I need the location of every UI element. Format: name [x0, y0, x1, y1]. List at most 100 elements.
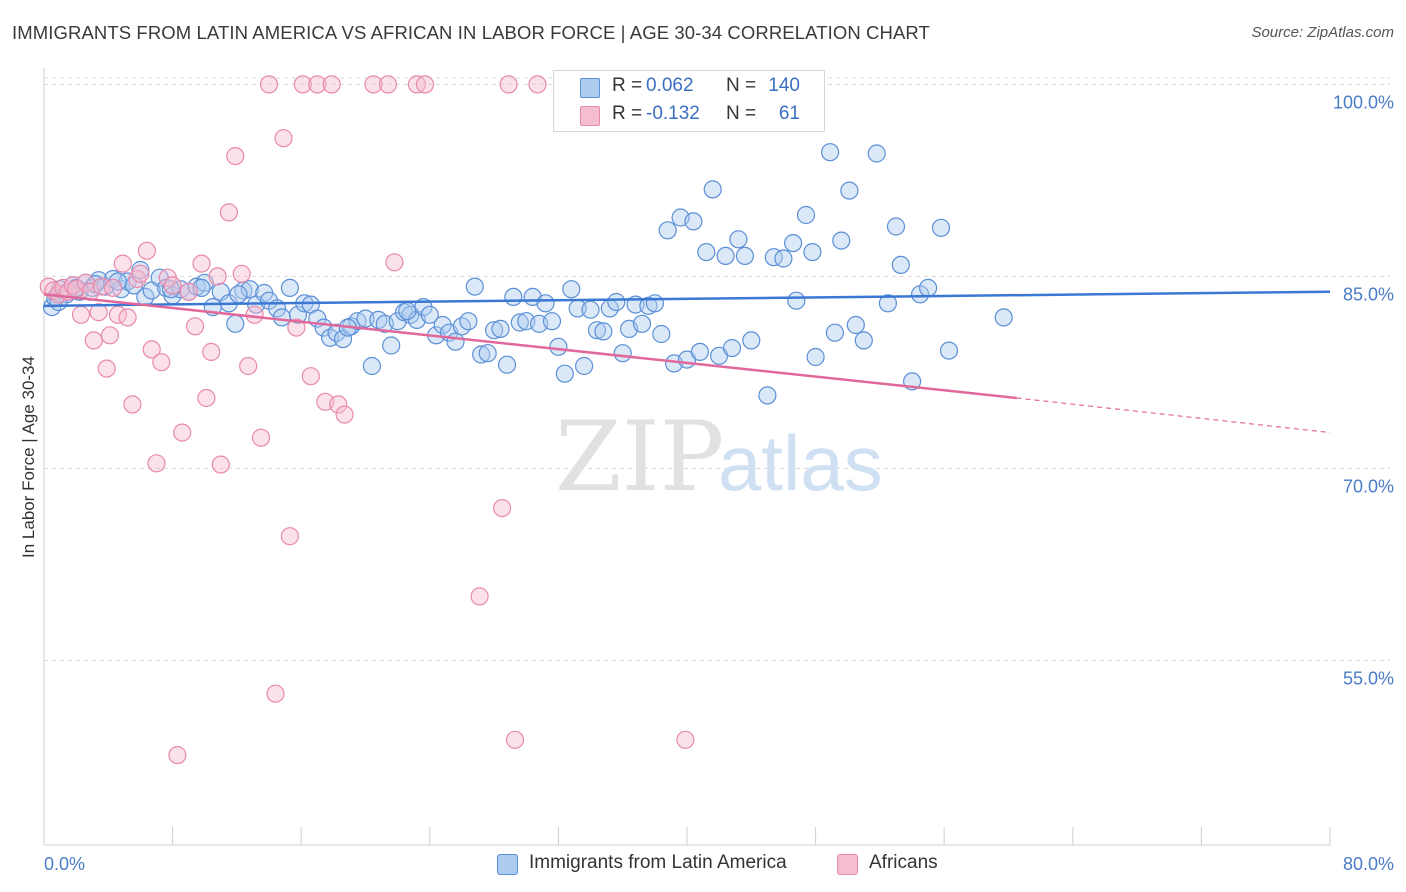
point-latin-america: [787, 291, 806, 310]
point-africans: [470, 587, 489, 606]
point-africans: [308, 75, 327, 94]
point-africans: [493, 499, 512, 518]
point-latin-america: [840, 181, 859, 200]
legend-row-latin-america: R = 0.062 N = 140: [554, 73, 824, 101]
point-latin-america: [478, 344, 497, 363]
point-africans: [322, 75, 341, 94]
point-africans: [118, 308, 137, 327]
bottom-legend-swatch-blue: [497, 854, 518, 875]
point-latin-america: [356, 309, 375, 328]
x-tick-label: 80.0%: [1343, 854, 1394, 874]
point-latin-america: [891, 255, 910, 274]
point-africans: [415, 75, 435, 94]
point-africans: [202, 342, 221, 361]
legend-row-africans: R = -0.132 N = 61: [554, 101, 824, 129]
point-latin-america: [632, 314, 652, 333]
point-latin-america: [607, 292, 626, 312]
point-africans: [179, 282, 198, 301]
point-latin-america: [594, 322, 613, 341]
point-africans: [142, 340, 161, 359]
point-latin-america: [280, 278, 299, 297]
point-africans: [280, 527, 299, 546]
point-latin-america: [758, 386, 777, 405]
point-latin-america: [465, 277, 484, 296]
point-latin-america: [716, 246, 735, 265]
axes-layer: [43, 68, 1331, 846]
point-africans: [186, 317, 205, 336]
trend-line-africans: [43, 293, 1017, 400]
point-africans: [226, 147, 245, 166]
point-africans: [168, 745, 187, 765]
x-tick-label: 0.0%: [44, 854, 85, 874]
point-africans: [211, 455, 230, 474]
legend-swatch-pink: [580, 106, 600, 126]
point-africans: [499, 75, 518, 94]
point-africans: [131, 264, 150, 283]
point-africans: [287, 318, 306, 337]
point-latin-america: [764, 248, 783, 267]
point-latin-america: [536, 294, 555, 313]
bottom-legend-label: Africans: [869, 852, 938, 873]
point-africans: [301, 367, 320, 386]
point-africans: [266, 684, 285, 703]
point-latin-america: [398, 301, 417, 321]
point-latin-america: [574, 356, 594, 376]
point-africans: [152, 353, 171, 372]
legend-n-label: N =: [726, 75, 762, 96]
point-latin-america: [362, 356, 381, 376]
point-latin-america: [690, 342, 710, 361]
point-latin-america: [497, 355, 517, 374]
point-africans: [232, 264, 251, 283]
point-africans: [378, 75, 398, 94]
point-latin-america: [742, 331, 761, 350]
y-tick-label: 100.0%: [1333, 92, 1394, 112]
trend-layer: [43, 290, 1331, 434]
point-latin-america: [994, 308, 1013, 327]
legend-n-value: 61: [778, 103, 800, 124]
point-latin-america: [613, 344, 632, 363]
legend-r-value: 0.062: [646, 75, 694, 96]
point-africans: [147, 454, 166, 473]
legend-r-label: R =: [612, 75, 648, 96]
point-africans: [329, 395, 348, 414]
watermark-atlas: atlas: [718, 419, 883, 507]
point-latin-america: [918, 278, 938, 297]
point-africans: [137, 241, 156, 260]
point-latin-america: [931, 218, 951, 237]
point-latin-america: [382, 336, 401, 355]
point-latin-america: [846, 315, 865, 335]
point-africans: [89, 303, 108, 322]
legend-n-label: N =: [726, 103, 762, 124]
point-africans: [128, 269, 147, 289]
point-latin-america: [652, 324, 671, 344]
y-tick-label: 85.0%: [1343, 284, 1394, 304]
point-latin-america: [272, 308, 291, 327]
point-latin-america: [854, 331, 873, 350]
point-latin-america: [658, 221, 677, 240]
point-africans: [259, 75, 279, 94]
point-africans: [173, 423, 192, 442]
point-africans: [192, 254, 211, 273]
point-latin-america: [867, 144, 886, 163]
point-latin-america: [420, 305, 439, 324]
point-latin-america: [735, 246, 755, 265]
point-africans: [335, 405, 354, 424]
point-africans: [245, 305, 264, 324]
point-africans: [364, 75, 383, 94]
point-africans: [219, 203, 238, 222]
point-latin-america: [886, 217, 906, 236]
point-latin-america: [549, 337, 568, 356]
point-latin-america: [472, 345, 491, 364]
point-latin-america: [226, 314, 245, 333]
legend-swatch-blue: [580, 78, 600, 98]
point-latin-america: [806, 347, 825, 367]
point-africans: [528, 75, 547, 94]
point-latin-america: [562, 280, 581, 299]
trend-line-latin-america: [43, 290, 1331, 308]
point-latin-america: [684, 212, 703, 231]
point-latin-america: [939, 341, 959, 360]
point-latin-america: [446, 332, 465, 351]
y-tick-label: 55.0%: [1343, 668, 1394, 688]
legend-n-value: 140: [768, 75, 800, 96]
